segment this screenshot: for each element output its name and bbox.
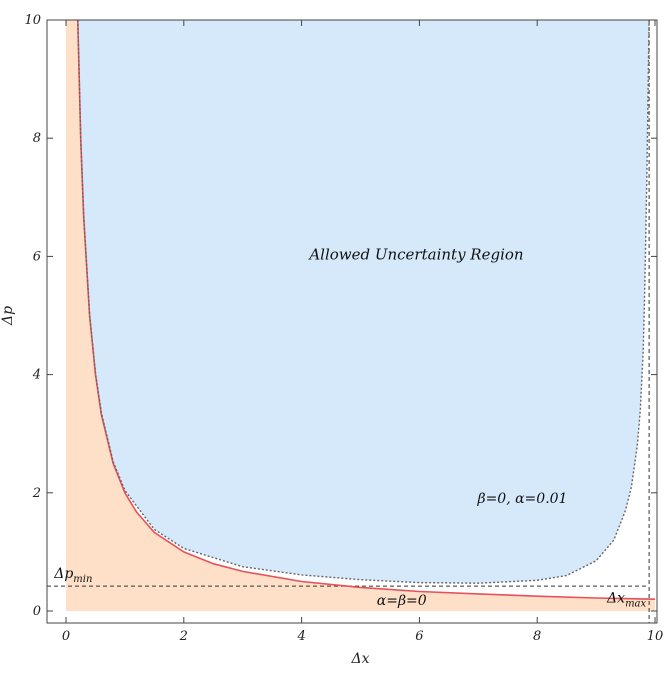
gup-curve-label: β=0, α=0.01: [476, 491, 567, 507]
y-tick-label: 0: [33, 604, 41, 619]
x-tick-label: 4: [296, 629, 305, 644]
plot-area: 0 2 4 6 8 10 0 2 4 6 8 10: [24, 13, 663, 644]
y-tick-label: 8: [33, 131, 41, 146]
dx-max-label: Δxmax: [606, 591, 646, 610]
forbidden-region: [66, 20, 655, 611]
x-axis-title: Δx: [350, 651, 369, 667]
x-tick-label: 8: [533, 629, 541, 644]
x-tick-label: 10: [647, 629, 664, 644]
y-axis-title: Δp: [0, 306, 16, 326]
gup-uncertainty-curve: [77, 19, 650, 584]
dp-min-main: Δp: [53, 566, 73, 582]
plot-frame: [46, 19, 658, 624]
dp-min-subscript: min: [73, 574, 92, 585]
x-tick-label: 0: [62, 629, 70, 644]
dx-max-main: Δx: [606, 591, 625, 607]
allowed-region-label: Allowed Uncertainty Region: [307, 245, 523, 263]
x-tick-label: 6: [415, 629, 423, 644]
x-tick-label: 2: [179, 629, 188, 644]
y-tick-label: 4: [32, 368, 41, 383]
allowed-region: [77, 20, 650, 584]
y-tick-label: 6: [33, 249, 41, 264]
annotations: Allowed Uncertainty Region β=0, α=0.01 α…: [53, 245, 646, 609]
y-tick-label: 10: [24, 13, 41, 28]
standard-curve-label: α=β=0: [377, 593, 427, 609]
y-tick-label: 2: [32, 486, 41, 501]
dp-min-label: Δpmin: [53, 566, 92, 585]
dx-max-subscript: max: [625, 599, 646, 610]
